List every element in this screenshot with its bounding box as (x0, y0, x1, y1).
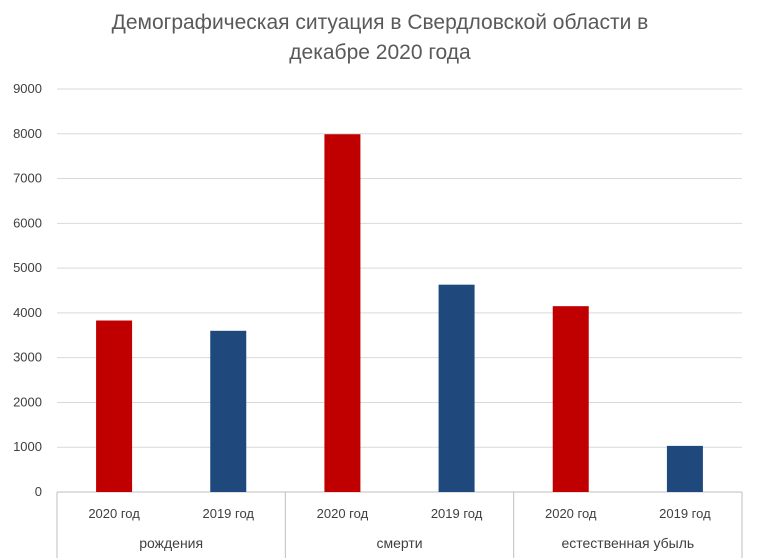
x-tick-label: 2019 год (202, 506, 254, 521)
x-tick-label: 2020 год (317, 506, 369, 521)
y-tick-label: 4000 (13, 305, 42, 320)
bar (96, 320, 133, 492)
bar (438, 284, 475, 492)
y-tick-label: 0 (35, 484, 42, 499)
y-tick-label: 5000 (13, 260, 42, 275)
y-tick-label: 8000 (13, 126, 42, 141)
bar (324, 134, 361, 492)
y-tick-label: 7000 (13, 171, 42, 186)
y-tick-label: 9000 (13, 81, 42, 96)
y-tick-label: 2000 (13, 394, 42, 409)
chart-title-line-1: Демографическая ситуация в Свердловской … (111, 11, 649, 34)
category-label: смерти (376, 535, 422, 551)
x-tick-label: 2019 год (659, 506, 711, 521)
bar (552, 306, 589, 492)
bar (666, 445, 703, 492)
category-label: рождения (139, 535, 203, 551)
x-tick-label: 2020 год (88, 506, 140, 521)
y-tick-label: 1000 (13, 439, 42, 454)
x-tick-label: 2020 год (545, 506, 597, 521)
y-tick-label: 3000 (13, 350, 42, 365)
y-tick-label: 6000 (13, 215, 42, 230)
category-label: естественная убыль (561, 535, 694, 551)
x-tick-label: 2019 год (431, 506, 483, 521)
bar (210, 330, 247, 492)
chart-title: Демографическая ситуация в Свердловской … (0, 8, 760, 68)
chart-title-line-2: декабре 2020 года (289, 41, 471, 64)
